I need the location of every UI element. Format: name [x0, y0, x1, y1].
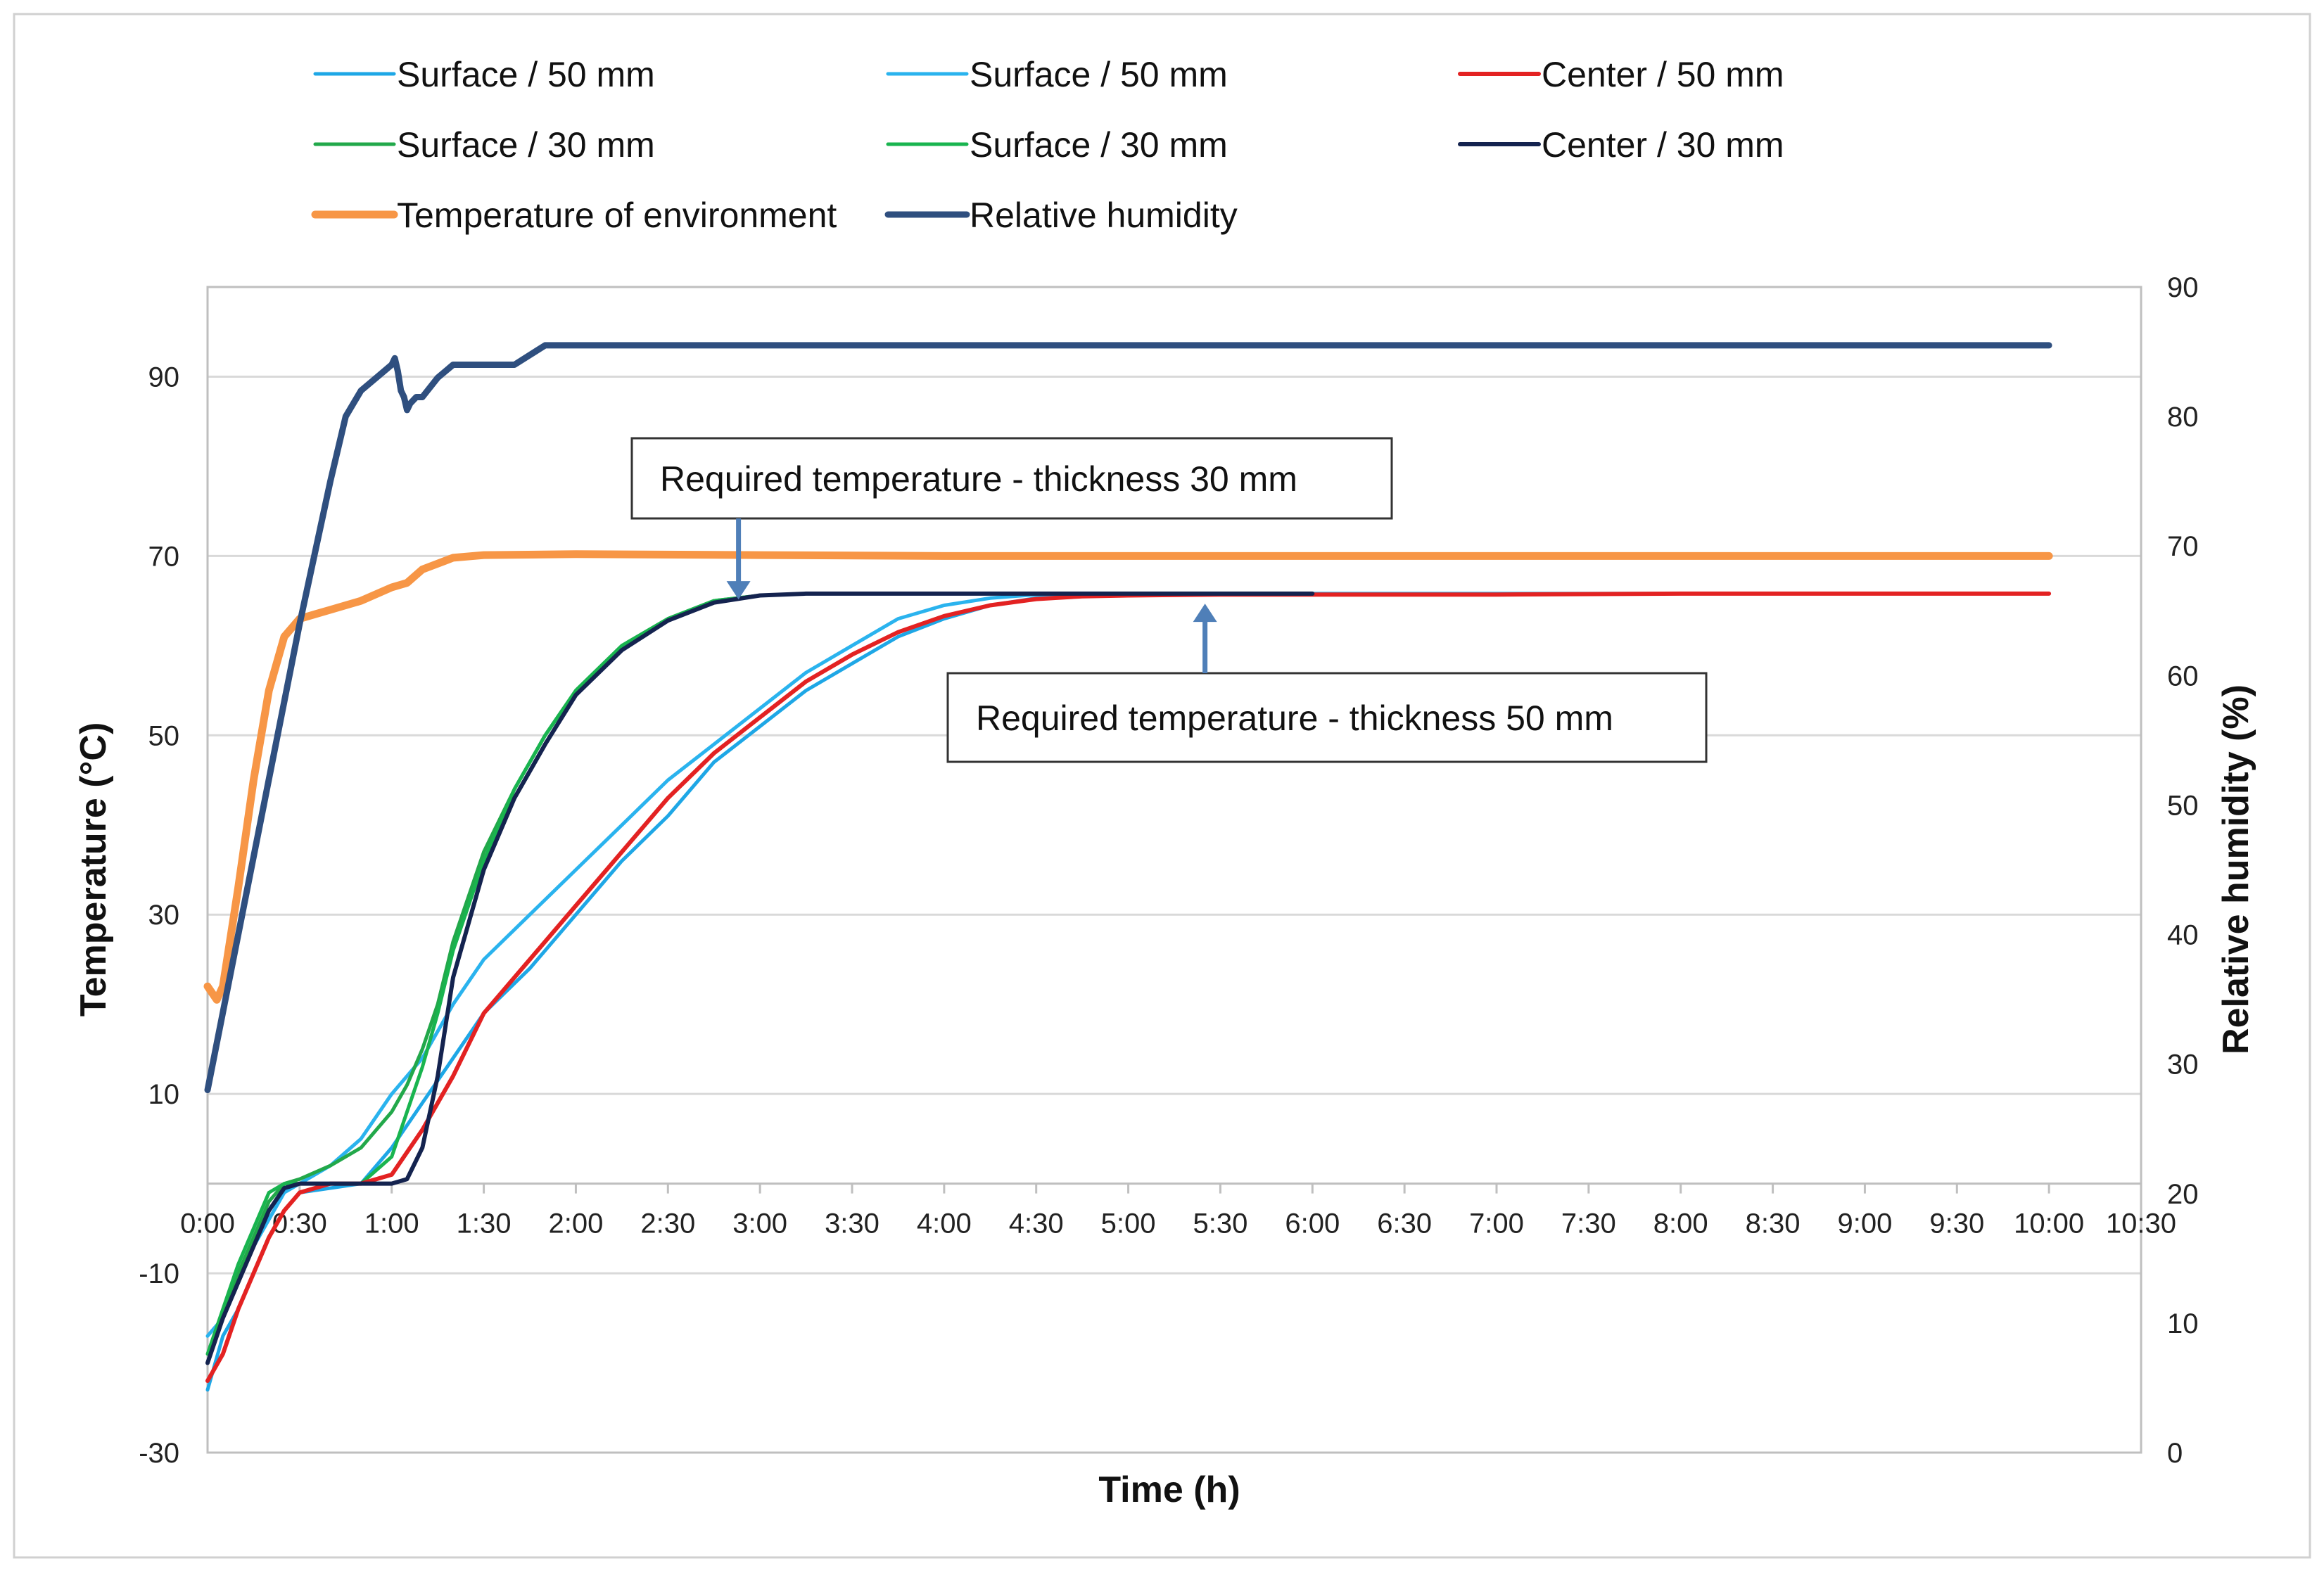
y2-tick-label: 90 [2167, 272, 2199, 303]
x-tick-label: 9:00 [1837, 1209, 1892, 1239]
callout-box [946, 672, 1708, 763]
y2-tick-label: 50 [2167, 790, 2199, 821]
legend-label: Center / 50 mm [1542, 55, 1784, 94]
y-axis-title: Temperature (°C) [73, 722, 114, 1017]
legend-label: Surface / 50 mm [970, 55, 1228, 94]
x-tick-label: 1:00 [364, 1209, 419, 1239]
legend-label: Surface / 30 mm [397, 125, 655, 165]
y-tick-label: 30 [148, 900, 180, 931]
y2-tick-label: 10 [2167, 1308, 2199, 1339]
x-tick-label: 9:30 [1929, 1209, 1984, 1239]
y2-tick-label: 20 [2167, 1179, 2199, 1210]
legend-label: Temperature of environment [397, 196, 837, 235]
x-tick-label: 8:00 [1653, 1209, 1708, 1239]
x-tick-label: 5:30 [1193, 1209, 1247, 1239]
x-tick-label: 0:00 [180, 1209, 235, 1239]
series-line [204, 342, 2052, 1093]
x-tick-label: 6:30 [1377, 1209, 1432, 1239]
x-tick-label: 3:30 [825, 1209, 880, 1239]
x-tick-label: 7:00 [1469, 1209, 1524, 1239]
y-tick-label: 10 [148, 1079, 180, 1110]
series-line [203, 550, 2053, 1004]
x-tick-label: 1:30 [457, 1209, 512, 1239]
series-line [205, 591, 1315, 1365]
callout-box [630, 437, 1393, 520]
annotations: Required temperature - thickness 30 mm Re… [630, 437, 1708, 763]
legend-label: Center / 30 mm [1542, 125, 1784, 165]
callout-text: Required temperature - thickness 50 mm [976, 699, 1613, 738]
x-tick-label: 10:00 [2014, 1209, 2084, 1239]
x-tick-label: 2:00 [548, 1209, 603, 1239]
y-tick-label: -30 [139, 1438, 179, 1469]
x-tick-label: 5:00 [1101, 1209, 1156, 1239]
x-tick-label: 7:30 [1561, 1209, 1616, 1239]
callout-arrowhead [1193, 604, 1217, 623]
x-tick-label: 10:30 [2106, 1209, 2176, 1239]
x-tick-label: 8:30 [1746, 1209, 1801, 1239]
y2-tick-label: 60 [2167, 661, 2199, 691]
x-axis-title: Time (h) [1098, 1469, 1240, 1510]
x-tick-label: 2:30 [640, 1209, 695, 1239]
series-lines [203, 342, 2053, 1392]
y2-tick-label: 80 [2167, 402, 2199, 433]
callout-text: Required temperature - thickness 30 mm [660, 459, 1297, 499]
y-tick-label: 50 [148, 720, 180, 751]
x-tick-label: 6:00 [1285, 1209, 1340, 1239]
y2-tick-label: 30 [2167, 1050, 2199, 1080]
y-tick-label: 70 [148, 541, 180, 572]
y-tick-label: -10 [139, 1258, 179, 1289]
legend-label: Surface / 30 mm [970, 125, 1228, 165]
y2-tick-label: 40 [2167, 920, 2199, 951]
x-tick-label: 4:30 [1009, 1209, 1064, 1239]
x-tick-label: 4:00 [917, 1209, 972, 1239]
axis-ticks: 0:00 0:30 1:00 1:30 2:00 2:30 3:00 3:30 4:00 4:30… [139, 272, 2198, 1469]
x-tick-label: 0:30 [272, 1209, 327, 1239]
y2-tick-label: 0 [2167, 1438, 2183, 1469]
legend-label: Relative humidity [970, 196, 1238, 235]
y-tick-label: 90 [148, 362, 180, 393]
legend-label: Surface / 50 mm [397, 55, 655, 94]
chart-outer-frame [13, 13, 2311, 1559]
x-tick-label: 3:00 [732, 1209, 787, 1239]
callout-arrowhead [726, 581, 751, 600]
y2-axis-title: Relative humidity (%) [2216, 684, 2256, 1054]
legend: Surface / 50 mm Surface / 50 mm Center / 5… [311, 55, 1784, 235]
y2-tick-label: 70 [2167, 531, 2199, 562]
plot-area-border [206, 286, 2142, 1454]
